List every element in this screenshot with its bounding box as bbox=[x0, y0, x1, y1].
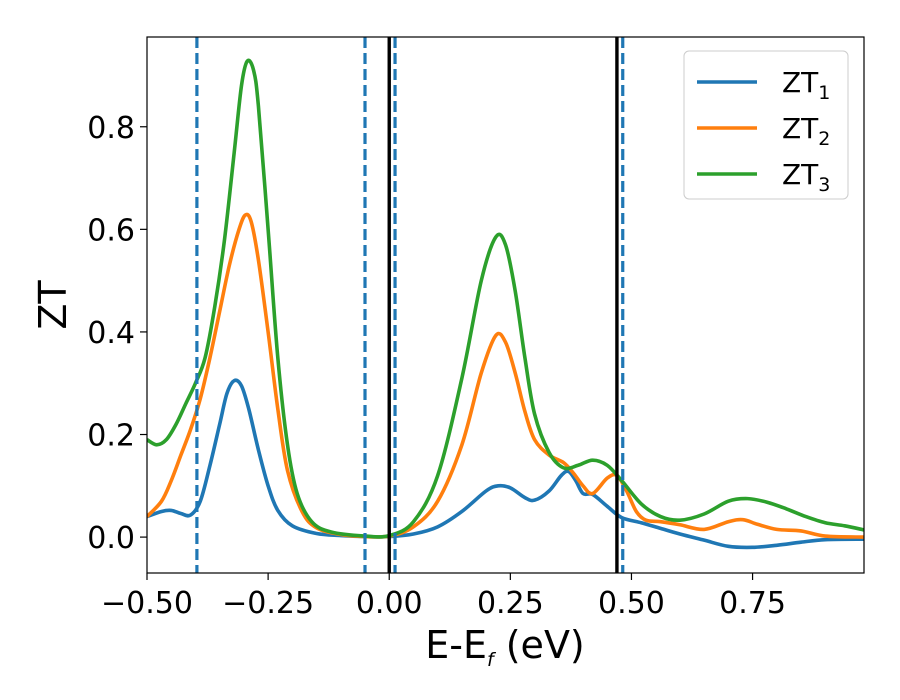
x-axis-label: E-Ef (eV) bbox=[425, 623, 585, 671]
series-line-zt1 bbox=[147, 378, 864, 550]
x-axis-label-suffix: (eV) bbox=[494, 623, 585, 667]
legend-items: ZT1 ZT2 ZT3 bbox=[697, 66, 830, 196]
legend-label-zt1: ZT1 bbox=[782, 66, 830, 104]
plot-area bbox=[147, 37, 864, 573]
series-line-zt2 bbox=[147, 212, 864, 539]
y-axis-ticks: 0.0 0.2 0.4 0.6 0.8 bbox=[87, 111, 147, 556]
x-axis-label-main: E-E bbox=[425, 623, 487, 667]
series-layer bbox=[147, 58, 864, 550]
legend-box bbox=[683, 50, 849, 200]
x-tick-label: −0.50 bbox=[101, 586, 193, 621]
x-tick-label: 0.25 bbox=[477, 586, 544, 621]
legend-label-zt3: ZT3 bbox=[782, 158, 830, 196]
y-tick-label: 0.6 bbox=[87, 213, 135, 248]
x-axis-label-sub: f bbox=[487, 649, 497, 671]
legend-label-zt2: ZT2 bbox=[782, 112, 830, 150]
y-tick-label: 0.0 bbox=[87, 521, 135, 556]
y-tick-label: 0.4 bbox=[87, 316, 135, 351]
x-tick-label: 0.75 bbox=[719, 586, 786, 621]
vertical-lines-layer bbox=[195, 37, 625, 573]
plot-frame bbox=[146, 36, 865, 574]
legend: ZT1 ZT2 ZT3 bbox=[683, 50, 849, 200]
series-line-zt3 bbox=[147, 58, 864, 539]
y-axis-label: ZT bbox=[31, 280, 75, 330]
x-tick-label: 0.00 bbox=[356, 586, 423, 621]
x-axis-ticks: −0.50 −0.25 0.00 0.25 0.50 0.75 bbox=[101, 573, 786, 621]
y-tick-label: 0.2 bbox=[87, 419, 135, 454]
x-tick-label: −0.25 bbox=[222, 586, 314, 621]
y-tick-label: 0.8 bbox=[87, 111, 135, 146]
x-tick-label: 0.50 bbox=[598, 586, 665, 621]
